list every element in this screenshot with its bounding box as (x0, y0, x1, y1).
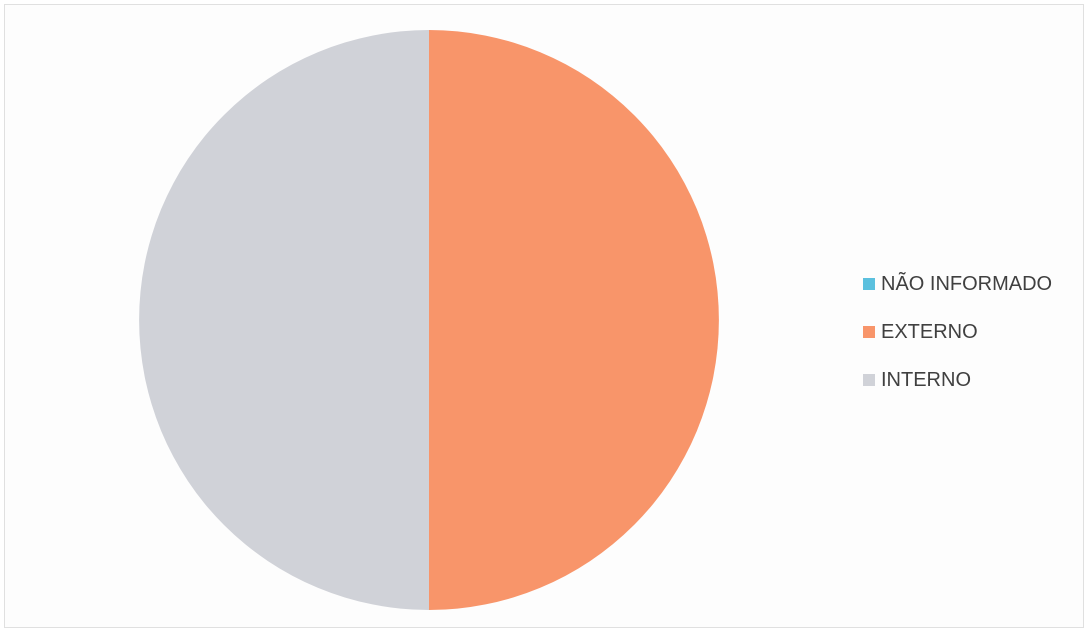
legend-swatch-interno (863, 374, 875, 386)
legend-swatch-nao-informado (863, 278, 875, 290)
legend-swatch-externo (863, 326, 875, 338)
legend-label: NÃO INFORMADO (881, 272, 1053, 295)
legend: NÃO INFORMADO EXTERNO INTERNO (863, 260, 1052, 404)
legend-label: INTERNO (881, 368, 971, 391)
pie-slice-interno (139, 30, 429, 610)
legend-item-externo: EXTERNO (863, 308, 1052, 356)
legend-label: EXTERNO (881, 320, 978, 343)
legend-item-nao-informado: NÃO INFORMADO (863, 260, 1052, 308)
legend-item-interno: INTERNO (863, 356, 1052, 404)
pie-slice-externo (429, 30, 719, 610)
